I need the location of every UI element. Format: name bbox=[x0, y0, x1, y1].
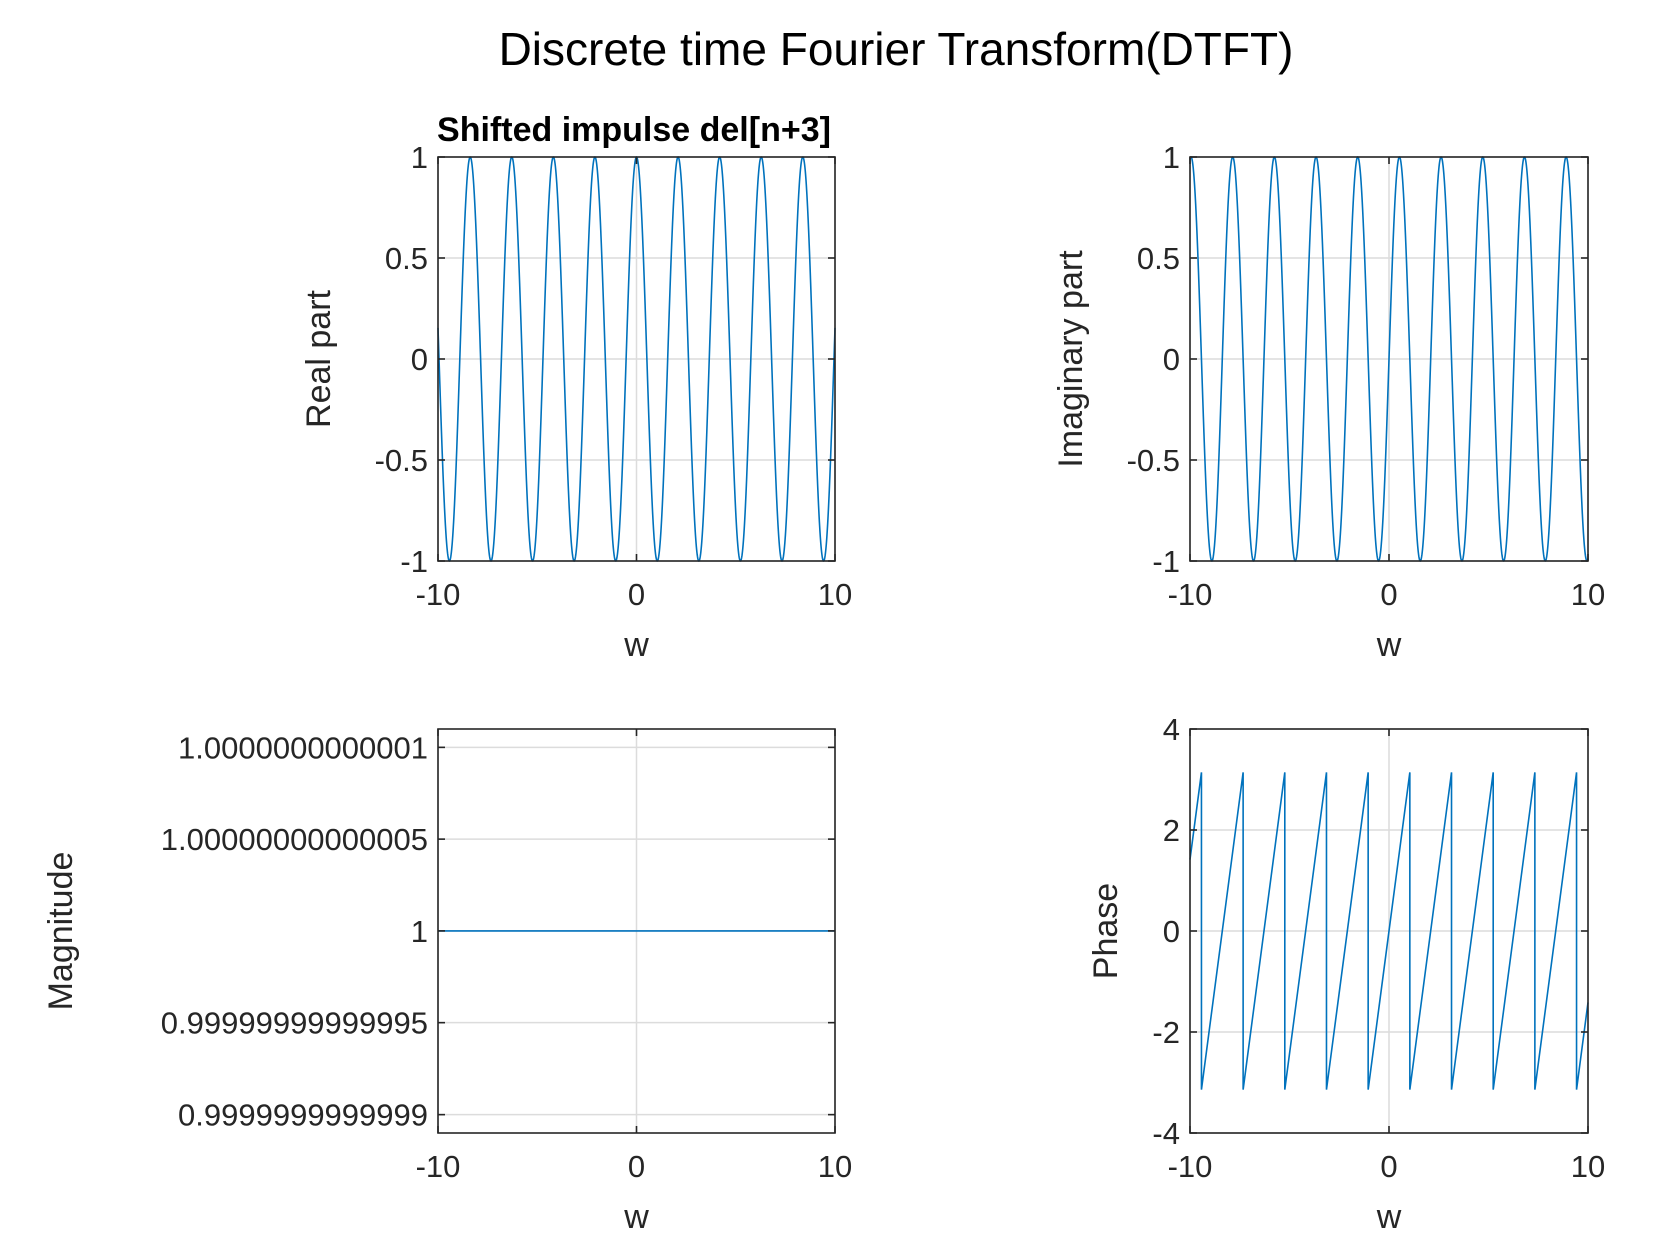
subplot-imaginary-part: -10 0 10 -1 -0.5 0 0.5 1 w Imaginary part bbox=[1052, 140, 1605, 664]
y-tick-label: 0.5 bbox=[1137, 241, 1180, 276]
y-tick-label: 0 bbox=[1163, 342, 1180, 377]
y-tick-label: -1 bbox=[400, 544, 428, 579]
y-tick-label: 1 bbox=[411, 140, 428, 175]
x-tick-label: 0 bbox=[628, 577, 645, 612]
subplot-magnitude: -10 0 10 0.9999999999999 0.99999999999995 1 1.… bbox=[42, 728, 852, 1236]
y-tick-label: 0.99999999999995 bbox=[161, 1006, 428, 1041]
y-tick-label: 0 bbox=[1163, 914, 1180, 949]
y-tick-label: -2 bbox=[1152, 1015, 1180, 1050]
series-line bbox=[1189, 156, 1589, 562]
x-axis-label: w bbox=[1376, 626, 1402, 664]
y-tick-label: -1 bbox=[1152, 544, 1180, 579]
x-tick-label: -10 bbox=[416, 1149, 461, 1184]
y-tick-label: 1 bbox=[411, 914, 428, 949]
y-axis-label: Real part bbox=[300, 289, 338, 428]
y-tick-label: 1.0000000000001 bbox=[178, 730, 428, 765]
y-tick-label: 2 bbox=[1163, 813, 1180, 848]
plot-title: Shifted impulse del[n+3] bbox=[437, 111, 831, 149]
y-tick-label: 0.9999999999999 bbox=[178, 1098, 428, 1133]
x-tick-label: -10 bbox=[416, 577, 461, 612]
x-tick-label: 10 bbox=[1571, 1149, 1605, 1184]
y-tick-label: 1 bbox=[1163, 140, 1180, 175]
x-axis-label: w bbox=[623, 1198, 649, 1236]
x-axis-label: w bbox=[623, 626, 649, 664]
x-tick-label: 0 bbox=[628, 1149, 645, 1184]
subplot-phase: -10 0 10 -4 -2 0 2 4 w Phase bbox=[1087, 712, 1605, 1236]
x-tick-label: 10 bbox=[818, 1149, 852, 1184]
y-tick-label: 0.5 bbox=[385, 241, 428, 276]
x-tick-label: 10 bbox=[1571, 577, 1605, 612]
y-tick-label: 1.00000000000005 bbox=[161, 822, 428, 857]
figure-title: Discrete time Fourier Transform(DTFT) bbox=[499, 23, 1294, 75]
x-tick-label: 0 bbox=[1380, 577, 1397, 612]
y-tick-label: 4 bbox=[1163, 712, 1180, 747]
x-tick-label: 10 bbox=[818, 577, 852, 612]
series-line bbox=[1189, 772, 1589, 1090]
y-tick-label: -0.5 bbox=[375, 443, 428, 478]
x-tick-label: -10 bbox=[1168, 1149, 1213, 1184]
y-axis-label: Phase bbox=[1087, 883, 1125, 979]
y-axis-label: Imaginary part bbox=[1052, 250, 1090, 468]
x-tick-label: 0 bbox=[1380, 1149, 1397, 1184]
y-tick-label: -0.5 bbox=[1127, 443, 1180, 478]
y-tick-label: -4 bbox=[1152, 1116, 1180, 1151]
x-tick-label: -10 bbox=[1168, 577, 1213, 612]
y-axis-label: Magnitude bbox=[42, 852, 80, 1011]
subplot-real-part: Shifted impulse del[n+3] -10 0 10 -1 -0.5 0 0.… bbox=[300, 111, 852, 664]
y-tick-label: 0 bbox=[411, 342, 428, 377]
x-axis-label: w bbox=[1376, 1198, 1402, 1236]
